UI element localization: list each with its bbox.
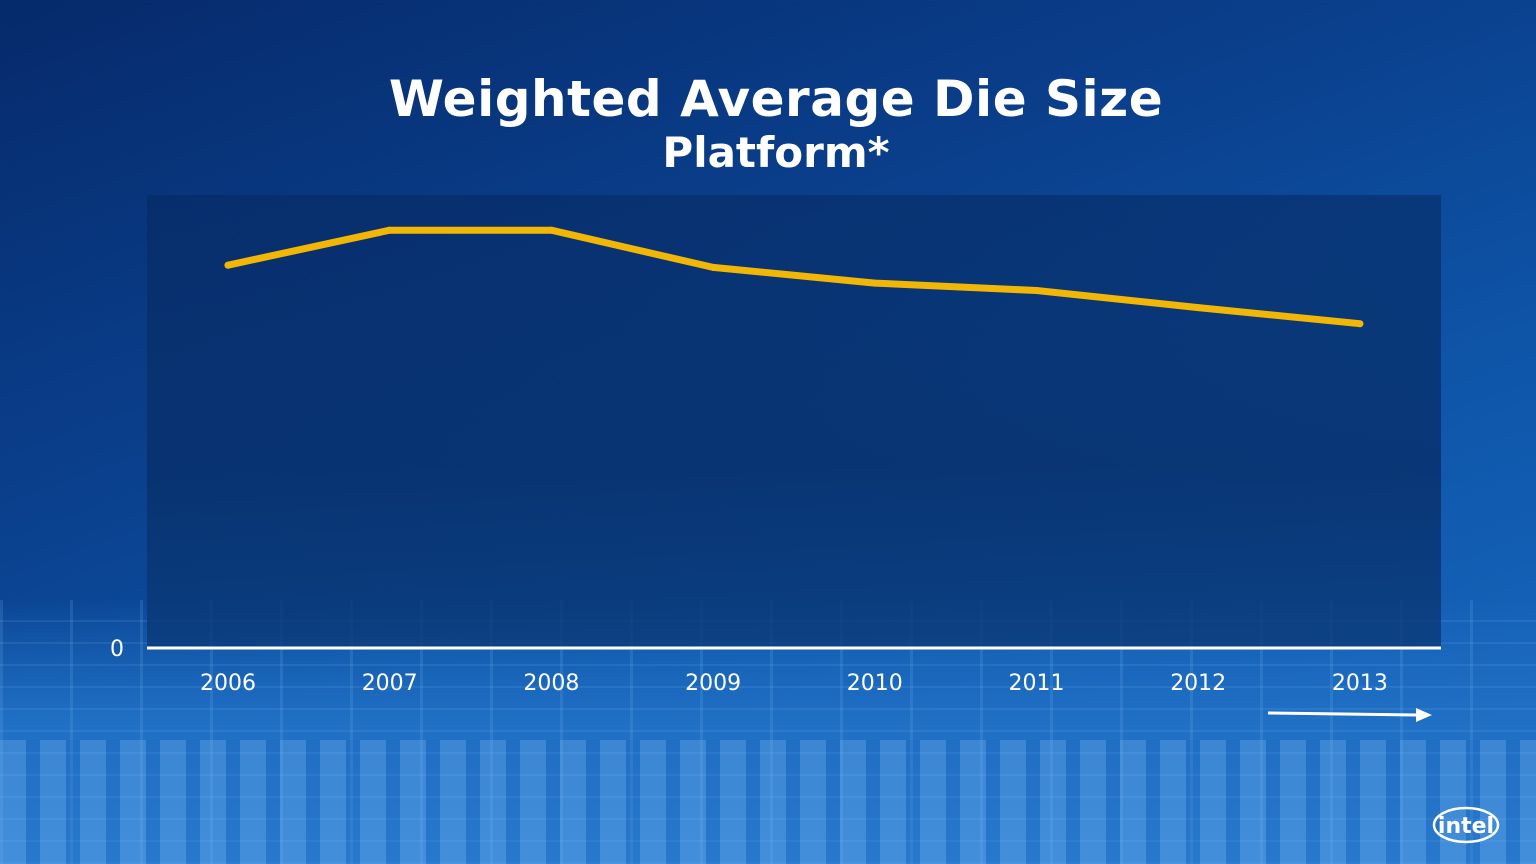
x-tick-label: 2009 — [685, 671, 741, 696]
x-tick-label: 2013 — [1332, 671, 1388, 696]
series-line — [224, 226, 1364, 328]
trend-arrow — [1267, 708, 1432, 722]
data-point — [1033, 287, 1040, 295]
x-tick-label: 2010 — [847, 671, 903, 696]
chart-title: Weighted Average Die Size — [388, 70, 1164, 128]
chart-subtitle: Platform* — [662, 128, 890, 177]
x-tick-label: 2012 — [1170, 671, 1226, 696]
logo-text: intel — [1438, 814, 1494, 839]
data-point — [1194, 304, 1202, 312]
logo-swoosh — [1432, 806, 1500, 844]
data-point — [709, 263, 717, 271]
data-point — [1356, 320, 1364, 328]
x-axis-ticks: 2006 2007 2008 2009 2010 2011 2012 2013 — [200, 671, 1388, 696]
y-axis-ticks: 0 — [110, 637, 124, 662]
arrow-head — [1416, 708, 1432, 722]
data-point — [871, 279, 879, 287]
arrow-shaft — [1267, 711, 1419, 717]
intel-logo: intel — [1432, 806, 1500, 844]
data-point — [386, 226, 394, 234]
x-tick-label: 2008 — [523, 671, 579, 696]
x-tick-label: 2011 — [1009, 671, 1065, 696]
y-tick-label: 0 — [110, 637, 124, 662]
data-point — [224, 261, 232, 269]
x-tick-label: 2006 — [200, 671, 256, 696]
data-point — [547, 226, 555, 234]
x-tick-label: 2007 — [362, 671, 418, 696]
series-group — [224, 226, 1364, 328]
plot-area — [147, 195, 1441, 648]
